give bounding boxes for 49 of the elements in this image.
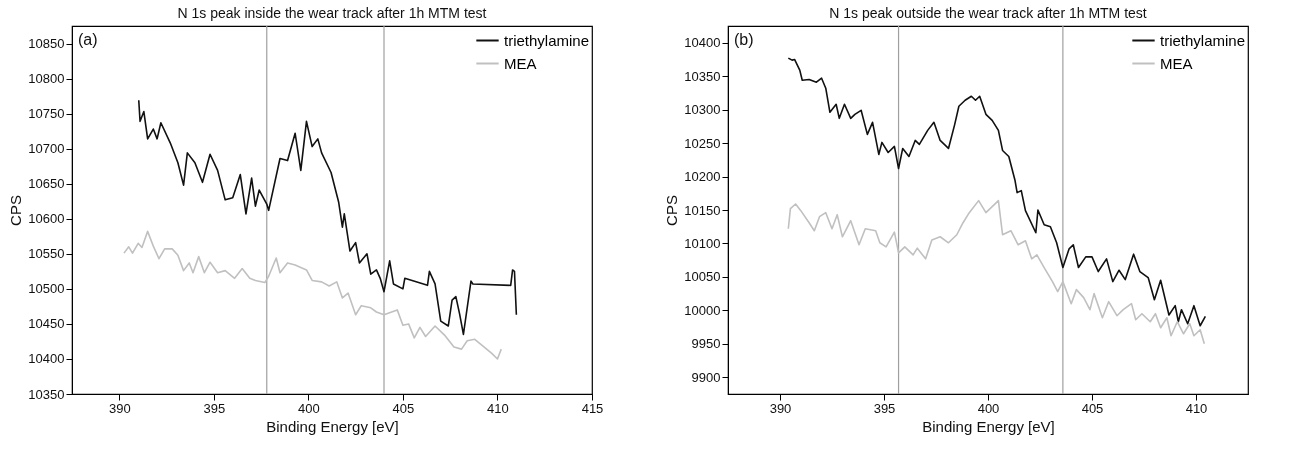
y-tick-label: 10400 [28, 351, 65, 367]
y-tick-label: 10650 [28, 176, 65, 192]
y-tick-label: 10500 [28, 281, 65, 297]
legend-label: MEA [504, 54, 537, 72]
x-tick-label: 390 [108, 400, 131, 416]
x-axis-title: Binding Energy [eV] [922, 417, 1055, 435]
line-series [137, 99, 518, 336]
annotation: (a) [78, 31, 98, 48]
y-tick-label: 10450 [28, 316, 65, 332]
y-tick-label: 10350 [684, 68, 721, 84]
line-series [787, 199, 1206, 345]
line-series [123, 230, 503, 360]
y-axis-title: CPS [7, 195, 25, 226]
x-tick-label: 390 [769, 400, 792, 416]
x-tick-label: 400 [298, 400, 320, 416]
y-tick-label: 10150 [684, 202, 721, 218]
legend-label: triethylamine [1160, 31, 1246, 49]
annotation: (b) [734, 31, 754, 48]
y-tick-label: 10400 [684, 35, 721, 51]
x-tick-label: 395 [873, 400, 896, 416]
x-tick-label: 415 [581, 400, 604, 416]
y-tick-label: 9950 [691, 336, 721, 352]
y-tick-label: 10600 [28, 211, 65, 227]
y-tick-label: 10850 [28, 36, 65, 52]
x-axis-title: Binding Energy [eV] [266, 417, 399, 435]
y-tick-label: 10800 [28, 71, 65, 87]
y-tick-label: 9900 [691, 369, 721, 385]
x-tick-label: 410 [487, 400, 509, 416]
y-axis-title: CPS [663, 195, 681, 226]
y-tick-label: 10200 [684, 169, 721, 185]
legend-label: MEA [1160, 54, 1193, 72]
y-tick-label: 10750 [28, 106, 65, 122]
y-tick-label: 10700 [28, 141, 65, 157]
y-tick-label: 10100 [684, 235, 721, 251]
line-series [787, 57, 1207, 327]
y-tick-label: 10250 [684, 135, 721, 151]
y-tick-label: 10000 [684, 302, 721, 318]
x-tick-label: 400 [977, 400, 1000, 416]
chart-title: N 1s peak inside the wear track after 1h MTM test [177, 5, 487, 22]
y-tick-label: 10550 [28, 246, 65, 262]
y-tick-label: 10300 [684, 102, 721, 118]
legend-label: triethylamine [504, 31, 590, 49]
y-tick-label: 10350 [28, 386, 65, 402]
x-tick-label: 405 [392, 400, 415, 416]
x-tick-label: 395 [203, 400, 226, 416]
chart-title: N 1s peak outside the wear track after 1h MTM test [829, 5, 1147, 22]
y-tick-label: 10050 [684, 269, 721, 285]
x-tick-label: 410 [1185, 400, 1208, 416]
x-tick-label: 405 [1081, 400, 1104, 416]
